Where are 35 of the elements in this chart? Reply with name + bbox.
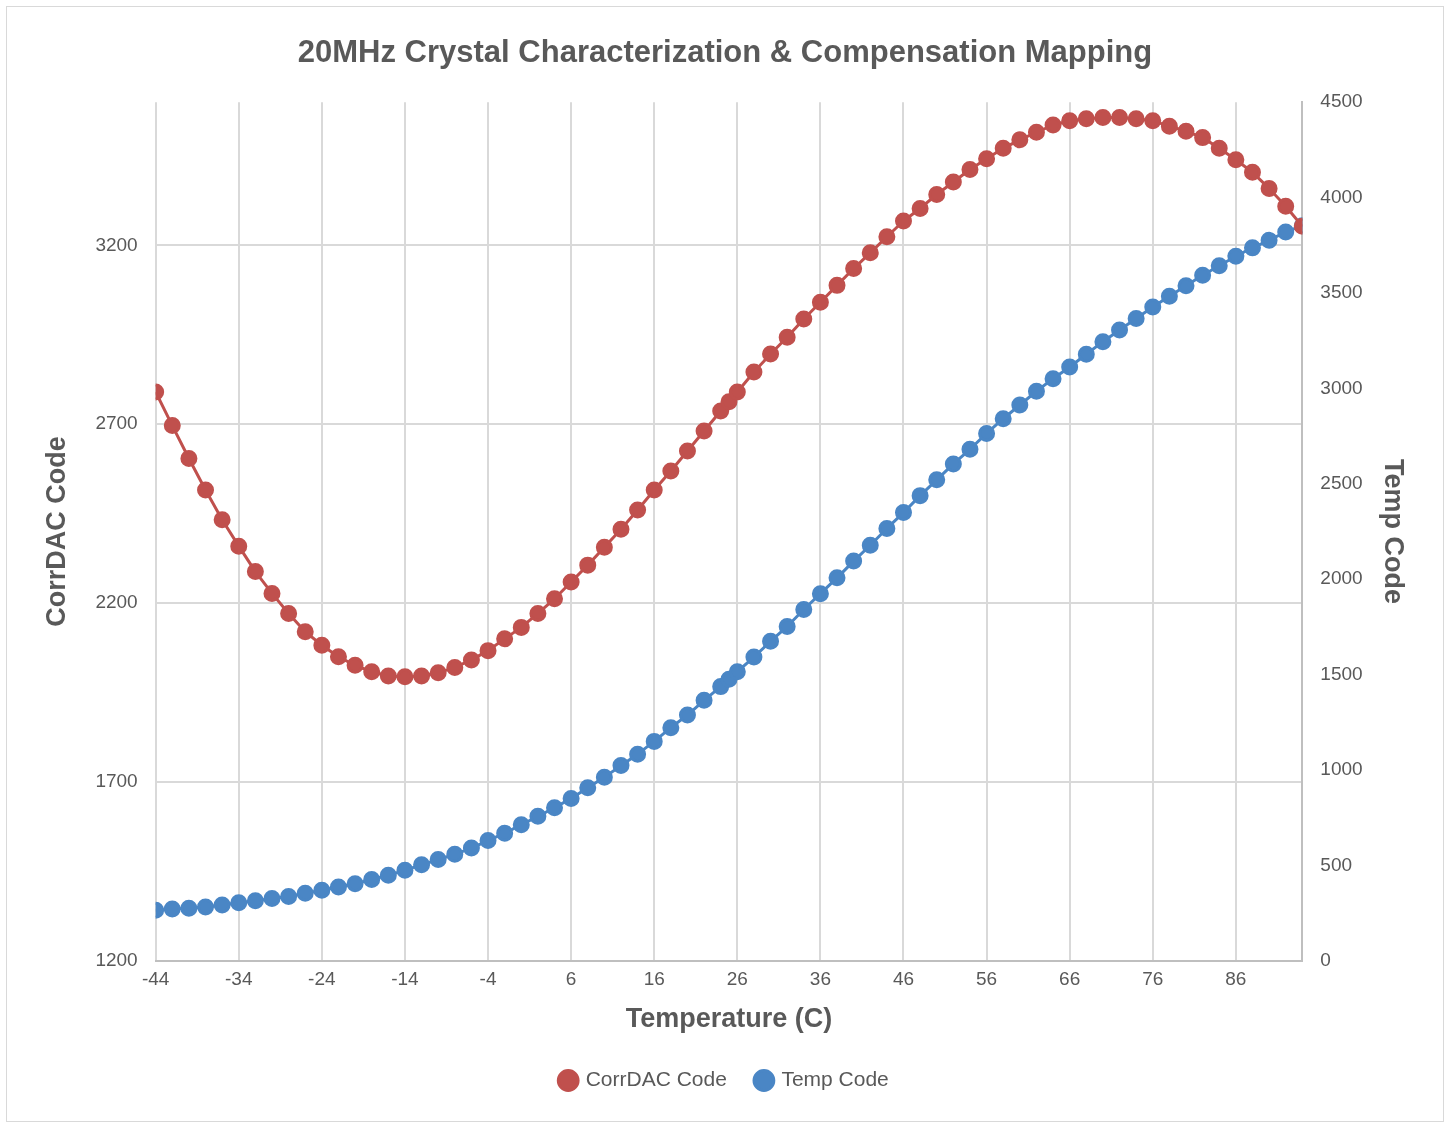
legend-label: CorrDAC Code: [585, 1067, 727, 1091]
legend-label: Temp Code: [781, 1067, 889, 1091]
y-tick-label: 1200: [95, 949, 138, 971]
x-tick-label: -4: [479, 968, 497, 990]
y-axis-title: CorrDAC Code: [40, 436, 71, 627]
y2-tick-label: 4000: [1320, 185, 1363, 207]
x-tick-label: 76: [1142, 968, 1164, 990]
x-tick-label: 46: [892, 968, 915, 990]
x-tick-label: 6: [565, 968, 577, 990]
y2-tick-label: 3000: [1320, 376, 1363, 398]
x-tick-label: -44: [141, 968, 170, 990]
x-axis-title: Temperature (C): [625, 1003, 833, 1034]
y-tick-label: 2700: [95, 412, 138, 434]
y2-tick-label: 0: [1320, 949, 1331, 971]
y-tick-label: 3200: [95, 233, 138, 255]
y2-tick-label: 2000: [1320, 567, 1363, 589]
y2-tick-label: 3500: [1320, 281, 1363, 303]
x-tick-label: -34: [225, 968, 253, 990]
chart-title: 20MHz Crystal Characterization & Compensation Mapping: [297, 34, 1153, 70]
x-tick-label: -24: [308, 968, 337, 990]
y-tick-label: 1700: [95, 770, 138, 792]
x-tick-label: -14: [391, 968, 420, 990]
y2-axis-title: Temp Code: [1379, 458, 1410, 605]
y2-tick-label: 4500: [1320, 90, 1363, 112]
x-tick-label: 66: [1059, 968, 1081, 990]
y2-tick-label: 500: [1320, 853, 1353, 875]
y2-tick-label: 2500: [1320, 472, 1363, 494]
x-tick-label: 56: [976, 968, 998, 990]
x-tick-label: 86: [1225, 968, 1247, 990]
y-tick-label: 2200: [95, 591, 138, 613]
x-tick-label: 26: [726, 968, 748, 990]
x-tick-label: 36: [809, 968, 831, 990]
x-tick-label: 16: [643, 968, 665, 990]
y2-tick-label: 1500: [1320, 662, 1363, 684]
y2-tick-label: 1000: [1320, 758, 1363, 780]
